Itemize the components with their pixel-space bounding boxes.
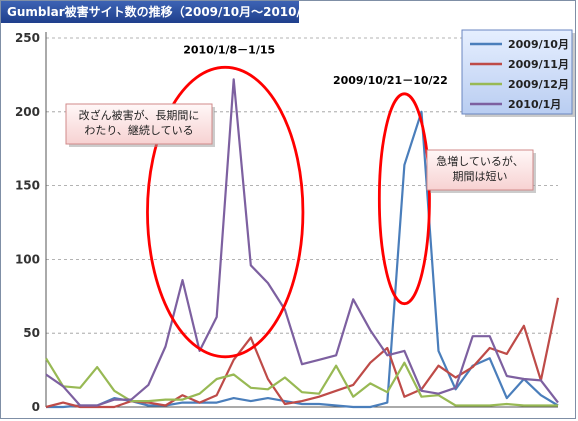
y-tick-label: 250 xyxy=(15,31,40,45)
y-tick-label: 150 xyxy=(15,179,40,193)
annotation-oct-range: 2009/10/21－10/22 xyxy=(333,74,448,87)
annotation-jan-range: 2010/1/8－1/15 xyxy=(183,43,275,56)
legend-label-1: 2009/10月 xyxy=(508,38,569,51)
legend-label-2: 2009/11月 xyxy=(508,58,569,71)
legend-label-4: 2010/1月 xyxy=(508,98,561,111)
callout-short-term-text: 期間は短い xyxy=(453,169,508,183)
series-line-3 xyxy=(45,357,558,407)
callout-long-term-text: 改ざん被害が、長期間に xyxy=(79,108,200,122)
series-line-4 xyxy=(45,78,559,407)
y-tick-label: 100 xyxy=(15,252,40,266)
y-tick-label: 0 xyxy=(32,400,40,414)
highlight-ellipse-jan xyxy=(146,65,305,359)
chart-title: Gumblar被害サイト数の推移（2009/10月～2010/1月） xyxy=(1,1,299,23)
callout-long-term xyxy=(65,103,213,145)
y-tick-label: 200 xyxy=(15,105,40,119)
callout-short-term xyxy=(426,149,534,191)
highlight-ellipse-oct xyxy=(377,92,431,306)
callout-long-term-text: わたり、継続している xyxy=(84,123,193,137)
series-line-2 xyxy=(45,297,560,409)
y-tick-label: 50 xyxy=(23,326,40,340)
legend-label-3: 2009/12月 xyxy=(508,78,569,91)
callout-short-term-text: 急増しているが、 xyxy=(436,154,523,168)
